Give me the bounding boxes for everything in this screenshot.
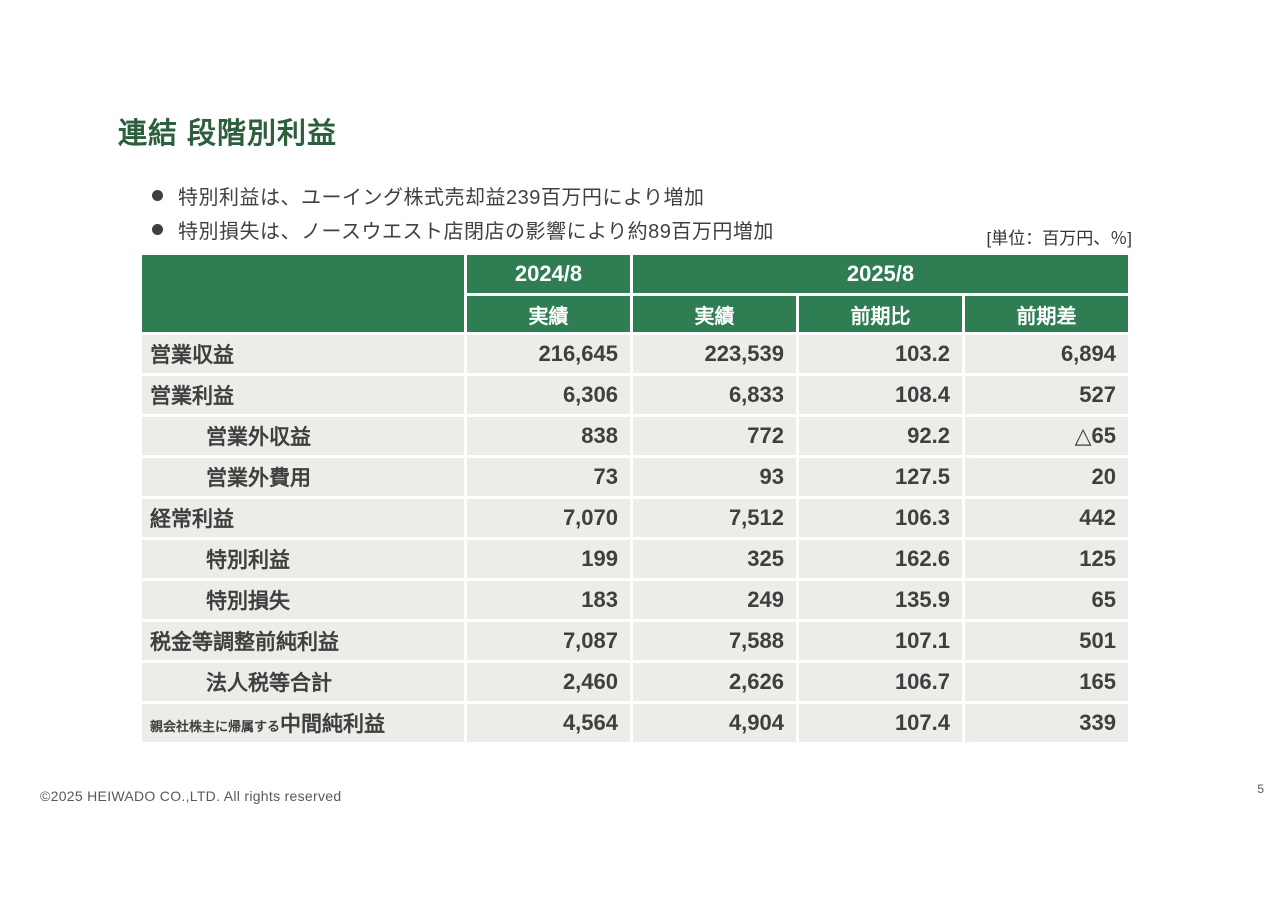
cell-yoy-ratio: 108.4: [799, 376, 962, 414]
cell-2024-actual: 199: [467, 540, 630, 578]
row-label-main: 中間純利益: [280, 713, 386, 736]
cell-2025-actual: 772: [633, 417, 796, 455]
cell-yoy-diff: △65: [965, 417, 1128, 455]
table-header-row-sub: 実績 実績 前期比 前期差: [142, 296, 1128, 332]
cell-2024-actual: 7,070: [467, 499, 630, 537]
cell-2025-actual: 93: [633, 458, 796, 496]
cell-yoy-diff: 6,894: [965, 335, 1128, 373]
bullet-text: 特別利益は、ユーイング株式売却益239百万円により増加: [178, 187, 705, 209]
cell-2025-actual: 7,512: [633, 499, 796, 537]
bullet-list: 特別利益は、ユーイング株式売却益239百万円により増加 特別損失は、ノースウエス…: [152, 181, 774, 249]
row-label: 営業収益: [142, 335, 464, 373]
cell-yoy-diff: 527: [965, 376, 1128, 414]
row-label: 親会社株主に帰属する中間純利益: [142, 704, 464, 742]
cell-2024-actual: 2,460: [467, 663, 630, 701]
row-label: 営業利益: [142, 376, 464, 414]
cell-2024-actual: 183: [467, 581, 630, 619]
copyright-text: ©2025 HEIWADO CO.,LTD. All rights reserv…: [40, 788, 342, 804]
subheader-actual-2024: 実績: [467, 296, 630, 332]
cell-2025-actual: 325: [633, 540, 796, 578]
table-row: 親会社株主に帰属する中間純利益 4,564 4,904 107.4 339: [142, 704, 1128, 742]
cell-2025-actual: 4,904: [633, 704, 796, 742]
cell-2025-actual: 7,588: [633, 622, 796, 660]
row-label-prefix: 親会社株主に帰属する: [150, 719, 281, 734]
cell-2024-actual: 7,087: [467, 622, 630, 660]
table-row: 営業外費用 73 93 127.5 20: [142, 458, 1128, 496]
column-group-2024: 2024/8: [467, 255, 630, 293]
row-label: 特別損失: [142, 581, 464, 619]
cell-2025-actual: 223,539: [633, 335, 796, 373]
table-row: 営業外収益 838 772 92.2 △65: [142, 417, 1128, 455]
subheader-yoy-ratio: 前期比: [799, 296, 962, 332]
row-label: 営業外収益: [142, 417, 464, 455]
row-label: 税金等調整前純利益: [142, 622, 464, 660]
bullet-icon: [152, 190, 163, 201]
cell-yoy-ratio: 127.5: [799, 458, 962, 496]
slide-title: 連結 段階別利益: [118, 118, 338, 150]
financial-table: 2024/8 2025/8 実績 実績 前期比 前期差 営業収益 216,645…: [139, 252, 1131, 745]
bullet-item: 特別損失は、ノースウエスト店閉店の影響により約89百万円増加: [152, 215, 774, 244]
cell-yoy-diff: 442: [965, 499, 1128, 537]
row-label: 特別利益: [142, 540, 464, 578]
column-group-2025: 2025/8: [633, 255, 1128, 293]
bullet-text: 特別損失は、ノースウエスト店閉店の影響により約89百万円増加: [178, 221, 774, 243]
cell-yoy-diff: 165: [965, 663, 1128, 701]
cell-2025-actual: 2,626: [633, 663, 796, 701]
cell-yoy-ratio: 107.4: [799, 704, 962, 742]
subheader-actual-2025: 実績: [633, 296, 796, 332]
row-label: 営業外費用: [142, 458, 464, 496]
unit-label: [単位：百万円、％]: [986, 229, 1132, 248]
cell-yoy-diff: 339: [965, 704, 1128, 742]
cell-2024-actual: 73: [467, 458, 630, 496]
cell-yoy-diff: 125: [965, 540, 1128, 578]
table-row: 法人税等合計 2,460 2,626 106.7 165: [142, 663, 1128, 701]
table-corner-cell: [142, 255, 464, 332]
cell-2024-actual: 4,564: [467, 704, 630, 742]
cell-yoy-diff: 501: [965, 622, 1128, 660]
cell-2025-actual: 249: [633, 581, 796, 619]
cell-yoy-ratio: 106.3: [799, 499, 962, 537]
table-row: 営業利益 6,306 6,833 108.4 527: [142, 376, 1128, 414]
table-row: 営業収益 216,645 223,539 103.2 6,894: [142, 335, 1128, 373]
table-header-row-groups: 2024/8 2025/8: [142, 255, 1128, 332]
row-label: 法人税等合計: [142, 663, 464, 701]
slide-footer: ©2025 HEIWADO CO.,LTD. All rights reserv…: [40, 788, 341, 804]
cell-yoy-diff: 65: [965, 581, 1128, 619]
cell-yoy-ratio: 92.2: [799, 417, 962, 455]
page-number: 5: [1257, 782, 1264, 796]
cell-2025-actual: 6,833: [633, 376, 796, 414]
cell-yoy-ratio: 103.2: [799, 335, 962, 373]
cell-yoy-ratio: 106.7: [799, 663, 962, 701]
cell-2024-actual: 838: [467, 417, 630, 455]
cell-2024-actual: 6,306: [467, 376, 630, 414]
cell-yoy-diff: 20: [965, 458, 1128, 496]
subheader-yoy-diff: 前期差: [965, 296, 1128, 332]
bullet-item: 特別利益は、ユーイング株式売却益239百万円により増加: [152, 181, 774, 210]
cell-yoy-ratio: 162.6: [799, 540, 962, 578]
table-row: 特別損失 183 249 135.9 65: [142, 581, 1128, 619]
table-row: 経常利益 7,070 7,512 106.3 442: [142, 499, 1128, 537]
cell-yoy-ratio: 135.9: [799, 581, 962, 619]
row-label: 経常利益: [142, 499, 464, 537]
table-row: 特別利益 199 325 162.6 125: [142, 540, 1128, 578]
bullet-icon: [152, 224, 163, 235]
cell-2024-actual: 216,645: [467, 335, 630, 373]
cell-yoy-ratio: 107.1: [799, 622, 962, 660]
table-row: 税金等調整前純利益 7,087 7,588 107.1 501: [142, 622, 1128, 660]
